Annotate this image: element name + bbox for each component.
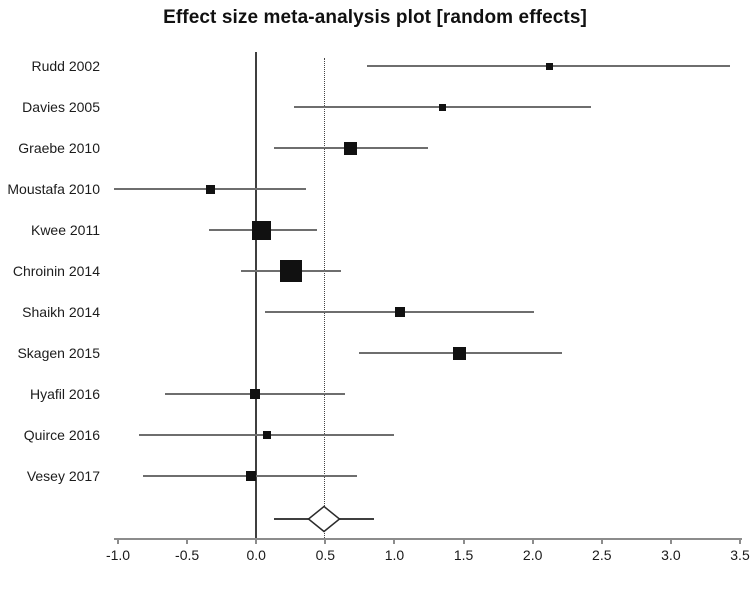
effect-marker — [394, 307, 405, 317]
effect-marker — [452, 346, 466, 360]
study-label: Rudd 2002 — [31, 58, 100, 74]
axis-tick-label: -1.0 — [105, 547, 131, 563]
effect-marker — [439, 103, 447, 111]
effect-marker — [545, 62, 553, 70]
axis-tick-label: 2.0 — [522, 547, 543, 563]
study-label: Moustafa 2010 — [7, 181, 100, 197]
axis-tick-label: 3.0 — [661, 547, 681, 563]
axis-tick-label: 1.5 — [453, 547, 474, 563]
axis-tick — [393, 538, 396, 544]
axis-tick — [600, 538, 603, 544]
axis-tick-label: 2.5 — [592, 547, 612, 563]
axis-tick — [324, 538, 327, 544]
footnotes: Cochran’s Q = 31.5, P = 0.0005; I2 stati… — [215, 568, 620, 610]
axis-tick-label: 0.0 — [246, 547, 266, 563]
effect-marker — [263, 431, 272, 439]
axis-tick-label: -0.5 — [175, 547, 200, 563]
study-label: Graebe 2010 — [18, 140, 100, 156]
study-label: Davies 2005 — [22, 99, 100, 115]
study-label: Vesey 2017 — [26, 468, 100, 484]
study-label: Kwee 2011 — [30, 222, 100, 238]
zero-reference-line — [255, 52, 258, 538]
axis-tick — [117, 538, 119, 544]
effect-marker — [279, 260, 302, 282]
study-label: Skagen 2015 — [17, 345, 100, 361]
axis-tick — [669, 538, 672, 544]
pooled-diamond — [307, 505, 341, 533]
effect-marker — [343, 141, 357, 155]
axis-tick — [462, 538, 465, 544]
axis-tick — [186, 538, 189, 544]
axis-tick — [531, 538, 534, 544]
pooled-dotted-line — [324, 58, 326, 538]
study-label: Hyafil 2016 — [29, 386, 100, 402]
study-label: Quirce 2016 — [23, 427, 100, 443]
chart-title: Effect size meta-analysis plot [random e… — [163, 7, 587, 28]
x-axis-line — [114, 538, 742, 540]
effect-marker — [249, 389, 260, 399]
effect-marker — [252, 220, 272, 240]
effect-marker — [206, 184, 216, 194]
axis-tick-label: 1.0 — [384, 547, 405, 563]
effect-marker — [245, 471, 256, 481]
axis-tick-label: 3.5 — [730, 547, 750, 563]
axis-tick — [739, 538, 741, 544]
study-label: Chroinin 2014 — [12, 263, 100, 279]
axis-tick-label: 0.5 — [315, 547, 336, 563]
study-label: Shaikh 2014 — [22, 304, 100, 320]
axis-tick — [255, 538, 258, 544]
